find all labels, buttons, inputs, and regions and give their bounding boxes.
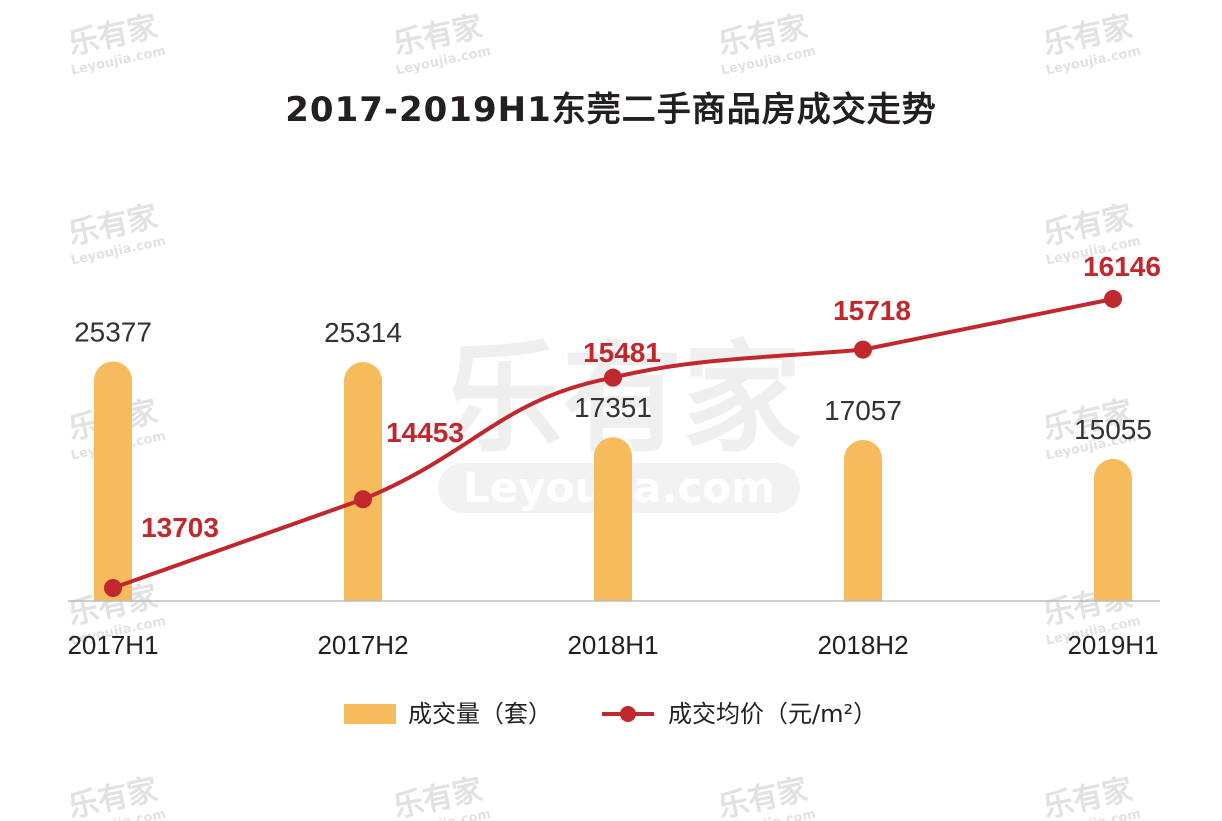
legend-swatch-volume	[344, 704, 396, 724]
x-tick-label: 2018H1	[567, 630, 658, 660]
volume-label-2019H1: 15055	[1074, 414, 1152, 445]
bar-2018H2	[844, 439, 882, 601]
price-point-2017H1	[104, 579, 122, 597]
volume-label-2017H2: 25314	[324, 317, 402, 348]
legend-swatch-price-marker	[620, 706, 636, 722]
x-tick-layer: 2017H1 2017H2 2018H1 2018H2 2019H1	[67, 630, 1158, 660]
legend-label-volume: 成交量（套）	[408, 700, 552, 728]
legend: 成交量（套） 成交均价（元/m²）	[344, 700, 877, 728]
bar-2019H1	[1094, 458, 1132, 601]
price-label-2019H1: 16146	[1083, 251, 1161, 282]
price-label-2018H1: 15481	[583, 337, 661, 368]
labels-layer: 25377 25314 17351 17057 15055 13703 14453 15481…	[74, 251, 1161, 543]
bar-2018H1	[594, 437, 632, 601]
price-label-2018H2: 15718	[833, 295, 911, 326]
volume-label-2018H2: 17057	[824, 395, 902, 426]
price-point-2018H2	[854, 340, 872, 359]
price-point-2019H1	[1104, 289, 1122, 308]
volume-label-2018H1: 17351	[574, 392, 652, 423]
price-point-2017H2	[354, 490, 372, 509]
bar-2017H2	[344, 362, 382, 601]
x-tick-label: 2018H2	[817, 630, 908, 660]
price-line-layer	[104, 289, 1122, 597]
price-point-2018H1	[604, 368, 622, 387]
price-label-2017H1: 13703	[141, 512, 219, 543]
price-label-2017H2: 14453	[386, 417, 464, 448]
x-tick-label: 2019H1	[1067, 630, 1158, 660]
volume-label-2017H1: 25377	[74, 316, 152, 347]
bar-2017H1	[94, 361, 132, 601]
x-tick-label: 2017H1	[67, 630, 158, 660]
bars-layer	[94, 361, 1132, 601]
chart-title: 2017-2019H1东莞二手商品房成交走势	[285, 90, 937, 130]
x-tick-label: 2017H2	[317, 630, 408, 660]
legend-label-price: 成交均价（元/m²）	[668, 700, 877, 728]
